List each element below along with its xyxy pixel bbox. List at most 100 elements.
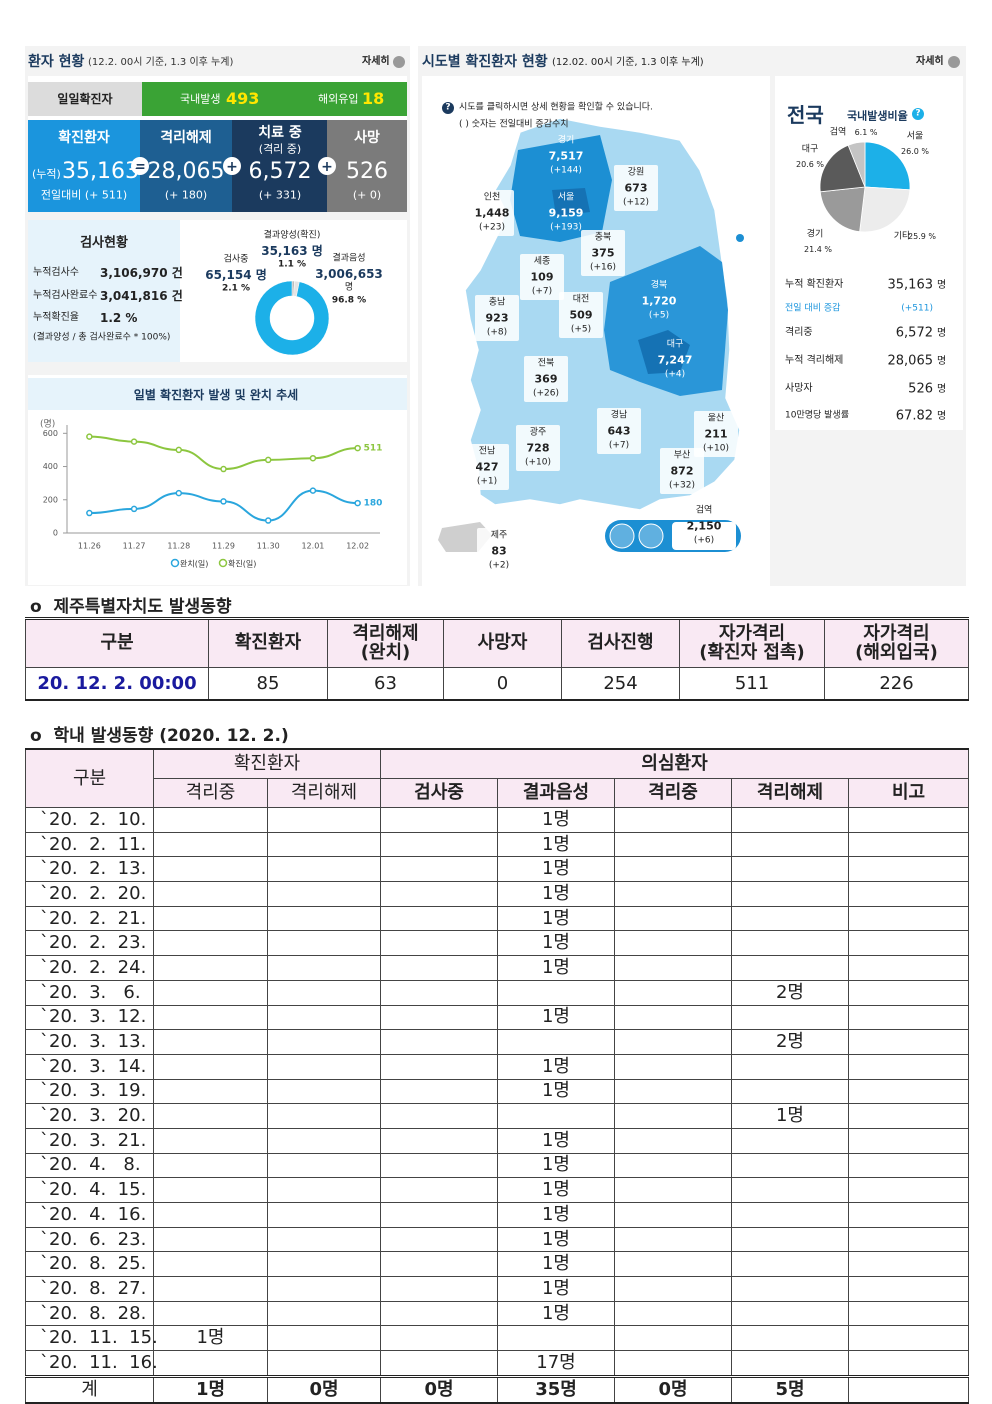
data-cell xyxy=(380,1325,498,1352)
trend-point xyxy=(86,433,93,440)
data-cell xyxy=(614,1325,732,1352)
region-label-bg xyxy=(614,165,658,211)
donut-count: 3,006,653 xyxy=(315,267,383,281)
total-cell: 0명 xyxy=(614,1374,732,1404)
data-row: `20. 4. 16. 1명 xyxy=(25,1202,970,1228)
header-row: 구분 확진환자 의심환자 xyxy=(25,748,970,808)
region-change: (+12) xyxy=(622,197,650,208)
data-row: `20. 8. 25. 1명 xyxy=(25,1251,970,1278)
stat-value: 28,065 xyxy=(147,159,225,184)
trend-point xyxy=(130,438,138,445)
data-cell xyxy=(380,1251,498,1278)
region-change: (+5) xyxy=(570,324,592,335)
stat-value: 6,572 xyxy=(248,159,312,184)
operator-bg xyxy=(318,157,336,175)
data-cell: 1명 xyxy=(497,905,615,932)
region-name: 검역 xyxy=(695,505,713,516)
pie-label: 25.9 % xyxy=(908,232,936,241)
data-cell xyxy=(267,807,381,833)
region-label-bg xyxy=(559,292,603,338)
stat-change: (+ 180) xyxy=(164,188,208,202)
header-cell: 확진환자 xyxy=(153,748,381,779)
more-icon[interactable] xyxy=(948,56,960,68)
stat-change: (+ 0) xyxy=(352,188,382,202)
region-name: 제주 xyxy=(490,530,508,541)
header-cell: 구분 xyxy=(25,748,154,808)
data-cell: 2명 xyxy=(731,979,849,1006)
stat-label: 사망 xyxy=(354,130,380,146)
data-row: `20. 8. 28. 1명 xyxy=(25,1300,970,1327)
region-name: 전남 xyxy=(478,446,496,457)
trend-point xyxy=(264,517,272,524)
data-cell xyxy=(380,905,498,932)
donut-name: 결과음성 xyxy=(332,253,366,264)
total-row: 계 1명 0명 0명 35명 0명 5명 xyxy=(25,1374,970,1404)
pie-name: 기타 xyxy=(893,231,911,242)
x-tick-label: 12.02 xyxy=(346,542,369,551)
data-cell xyxy=(267,905,381,932)
data-cell: `20. 2. 21. xyxy=(25,905,154,932)
operator: + xyxy=(321,159,333,175)
total-cell: 0명 xyxy=(267,1374,381,1404)
data-cell xyxy=(267,1078,381,1105)
data-cell xyxy=(153,1004,268,1031)
data-cell xyxy=(380,1177,498,1203)
pie-slice xyxy=(819,186,866,233)
data-cell: `20. 4. 15. xyxy=(25,1177,154,1203)
trend-point xyxy=(354,499,361,507)
stat-label: 치료 중 xyxy=(258,125,302,141)
data-row: `20. 3. 13. 2명 xyxy=(25,1029,970,1055)
data-cell: 226 xyxy=(824,667,969,701)
data-cell xyxy=(380,881,498,907)
header-cell: 격리해제 xyxy=(731,778,849,808)
data-cell xyxy=(731,831,849,858)
more-link[interactable]: 자세히 xyxy=(916,56,944,67)
y-tick-label: 200 xyxy=(43,495,58,504)
tests-row-label: 누적확진율 xyxy=(33,312,79,323)
region-total: 2,150 xyxy=(686,519,722,533)
data-cell xyxy=(153,955,268,981)
data-cell: `20. 3. 13. xyxy=(25,1029,154,1055)
data-cell: `20. 3. 20. xyxy=(25,1103,154,1129)
data-cell: `20. 6. 23. xyxy=(25,1226,154,1253)
data-cell xyxy=(380,1300,498,1327)
data-cell xyxy=(497,979,615,1006)
operator-bg xyxy=(223,157,241,175)
header-cell: 자가격리 (확진자 접촉) xyxy=(679,618,825,668)
data-row: `20. 3. 6. 2명 xyxy=(25,979,970,1006)
data-cell: `20. 8. 25. xyxy=(25,1251,154,1278)
legend-label: 확진(일) xyxy=(228,559,256,569)
data-cell xyxy=(614,856,732,883)
data-cell: 2명 xyxy=(731,1029,849,1055)
more-icon[interactable] xyxy=(393,56,405,68)
data-cell xyxy=(267,881,381,907)
region-total: 109 xyxy=(530,270,554,284)
data-cell xyxy=(847,1177,970,1203)
data-cell xyxy=(614,881,732,907)
region-label-bg xyxy=(470,190,514,236)
donut-count: 65,154 명 xyxy=(205,268,267,282)
help-icon-bg xyxy=(912,108,924,120)
daily-domestic: 493 xyxy=(226,89,260,108)
pie-name: 경기 xyxy=(806,229,824,240)
data-cell xyxy=(731,1152,849,1179)
data-cell: `20. 2. 23. xyxy=(25,930,154,957)
data-cell: 1명 xyxy=(497,930,615,957)
stat-change: (+ 331) xyxy=(258,188,302,202)
more-link[interactable]: 자세히 xyxy=(362,56,390,67)
data-cell xyxy=(614,1300,732,1327)
data-cell xyxy=(614,1276,732,1302)
data-cell xyxy=(153,881,268,907)
data-cell: 1명 xyxy=(497,1127,615,1154)
data-cell: 1명 xyxy=(497,1226,615,1253)
data-cell xyxy=(614,1029,732,1055)
donut-name: 결과양성(확진) xyxy=(263,230,321,241)
region-total: 728 xyxy=(526,441,550,455)
data-cell: 20. 12. 2. 00:00 xyxy=(25,667,209,701)
header-cell: 자가격리 (해외입국) xyxy=(824,618,969,668)
data-cell xyxy=(731,955,849,981)
data-cell xyxy=(267,1350,381,1377)
data-cell xyxy=(847,881,970,907)
data-cell: 1명 xyxy=(497,1276,615,1302)
